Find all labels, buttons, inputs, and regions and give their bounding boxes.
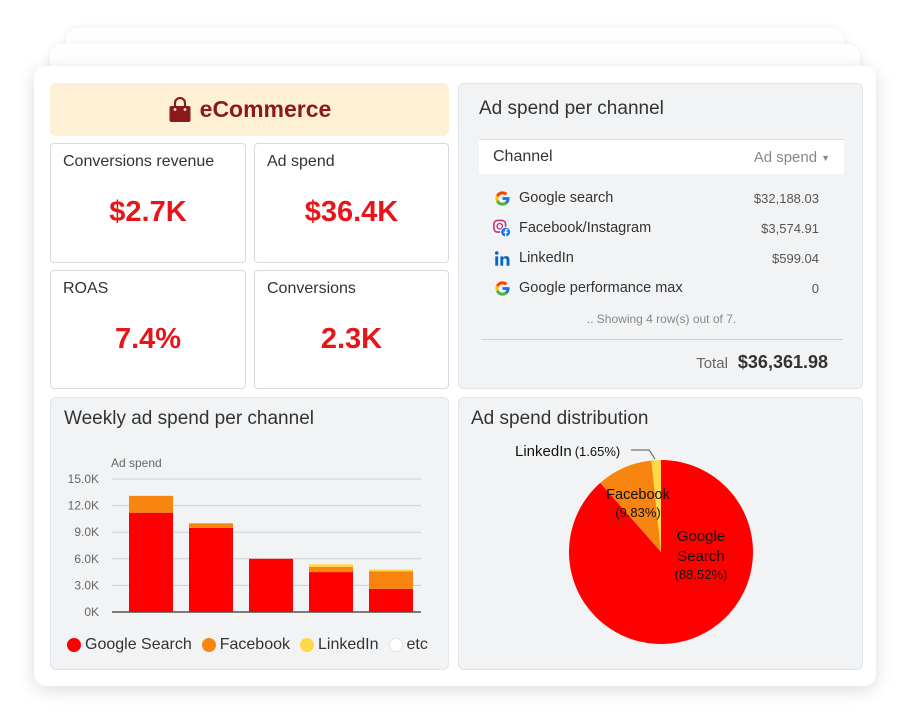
table-row-count-note: .. Showing 4 row(s) out of 7.: [586, 312, 737, 326]
table-total: Total $36,361.98: [696, 352, 828, 373]
legend-swatch: [300, 638, 314, 652]
pie-label-facebook-pct: (9.83%): [615, 505, 661, 520]
legend-item-linkedin[interactable]: LinkedIn: [300, 636, 379, 654]
total-label: Total: [696, 355, 728, 372]
pie-label-google-pct: (88.52%): [675, 567, 728, 582]
y-tick-label: 9.0K: [74, 525, 99, 539]
bar-segment-google-search[interactable]: [189, 527, 233, 612]
chart-legend: Google Search Facebook LinkedIn etc: [67, 636, 428, 654]
pie-label-linkedin-pct: (1.65%): [575, 444, 621, 459]
ad-spend-distribution-panel: Ad spend distribution LinkedIn (1.65%) Fa…: [458, 397, 863, 670]
kpi-label: Conversions: [267, 280, 356, 297]
shopping-bag-icon: [169, 96, 191, 122]
pie-label-google-line2: Search: [677, 548, 725, 565]
channel-name: LinkedIn: [519, 250, 574, 266]
weekly-ad-spend-panel: Weekly ad spend per channel Ad spend 15.…: [50, 397, 449, 670]
legend-label: Facebook: [219, 636, 290, 653]
caret-down-icon: ▼: [821, 152, 830, 163]
pie-label-linkedin: LinkedIn (1.65%): [515, 443, 620, 460]
instagram-facebook-icon: [493, 219, 511, 237]
panel-title: Ad spend distribution: [471, 408, 649, 429]
kpi-roas[interactable]: ROAS 7.4%: [50, 270, 246, 389]
legend-swatch: [67, 638, 81, 652]
y-tick-label: 0K: [84, 605, 99, 619]
bar-segment-facebook[interactable]: [129, 495, 173, 513]
kpi-conversions[interactable]: Conversions 2.3K: [254, 270, 449, 389]
channel-spend: 0: [811, 280, 819, 296]
legend-label: LinkedIn: [318, 636, 379, 653]
kpi-ad-spend[interactable]: Ad spend $36.4K: [254, 143, 449, 263]
bar-segment-linkedin[interactable]: [309, 564, 353, 567]
weekly-ad-spend-chart: Ad spend 15.0K 12.0K 9.0K 6.0K 3.0K 0K: [68, 456, 421, 619]
legend-swatch: [201, 638, 216, 652]
pie-slice-facebook[interactable]: [600, 460, 661, 552]
legend-label: Google Search: [85, 636, 192, 653]
kpi-value: 7.4%: [114, 323, 182, 355]
google-icon: [493, 189, 511, 207]
y-tick-label: 12.0K: [68, 499, 99, 513]
channel-name: Google search: [519, 190, 614, 206]
dashboard-header: eCommerce: [50, 83, 449, 136]
legend-item-facebook[interactable]: Facebook: [201, 636, 290, 654]
table-header: Channel Ad spend ▼: [479, 139, 844, 174]
bar-segment-facebook[interactable]: [309, 566, 353, 573]
y-tick-label: 15.0K: [68, 472, 99, 486]
channel-spend: $32,188.03: [753, 190, 819, 206]
total-value: $36,361.98: [737, 352, 828, 372]
ad-spend-table-panel: Ad spend per channel Channel Ad spend ▼ G…: [458, 83, 863, 389]
y-tick-label: 6.0K: [74, 552, 99, 566]
legend-item-etc[interactable]: etc: [388, 636, 428, 654]
legend-item-google-search[interactable]: Google Search: [67, 636, 192, 654]
bar-segment-google-search[interactable]: [309, 572, 353, 612]
kpi-label: Ad spend: [267, 153, 335, 170]
google-icon: [493, 279, 511, 297]
bar-segment-google-search[interactable]: [129, 512, 173, 612]
pie-label-google-line1: Google: [677, 528, 725, 545]
panel-title: Ad spend per channel: [479, 98, 664, 119]
pie-slice-linkedin[interactable]: [651, 460, 661, 552]
bar-segment-google-search[interactable]: [249, 558, 293, 612]
kpi-label: ROAS: [63, 280, 109, 297]
bar-segment-google-search[interactable]: [369, 588, 413, 612]
linkedin-leader-line: [631, 449, 656, 460]
y-tick-label: 3.0K: [74, 578, 99, 592]
bar-segment-facebook[interactable]: [369, 571, 413, 589]
kpi-value: $2.7K: [109, 196, 187, 228]
legend-swatch: [388, 638, 403, 652]
kpi-label: Conversions revenue: [63, 153, 215, 170]
linkedin-icon: [493, 249, 511, 267]
table-row[interactable]: Facebook/Instagram $3,574.91: [493, 217, 819, 239]
channel-name: Google performance max: [519, 280, 683, 296]
pie-label-facebook: Facebook: [606, 487, 670, 503]
table-row[interactable]: Google performance max 0: [493, 277, 819, 299]
legend-label: etc: [406, 636, 428, 653]
column-header-ad-spend[interactable]: Ad spend ▼: [754, 149, 830, 166]
panel-title: Weekly ad spend per channel: [64, 408, 314, 429]
pie-label-linkedin-name: LinkedIn: [515, 443, 572, 460]
channel-spend: $3,574.91: [761, 220, 819, 236]
y-axis-label: Ad spend: [111, 456, 162, 470]
column-header-ad-spend-label: Ad spend: [753, 148, 818, 166]
table-row[interactable]: Google search $32,188.03: [493, 187, 819, 209]
table-divider: [481, 339, 843, 340]
dashboard-title: eCommerce: [199, 96, 332, 122]
channel-name: Facebook/Instagram: [519, 220, 652, 236]
kpi-value: $36.4K: [304, 196, 399, 228]
channel-spend: $599.04: [772, 250, 819, 266]
table-row[interactable]: LinkedIn $599.04: [493, 247, 819, 269]
bar-segment-linkedin[interactable]: [369, 569, 413, 572]
kpi-value: 2.3K: [320, 323, 383, 355]
kpi-conversions-revenue[interactable]: Conversions revenue $2.7K: [50, 143, 246, 263]
ad-spend-distribution-chart: LinkedIn (1.65%) Facebook (9.83%) Google …: [515, 443, 753, 644]
column-header-channel[interactable]: Channel: [493, 148, 553, 165]
bar-segment-facebook[interactable]: [189, 523, 233, 528]
